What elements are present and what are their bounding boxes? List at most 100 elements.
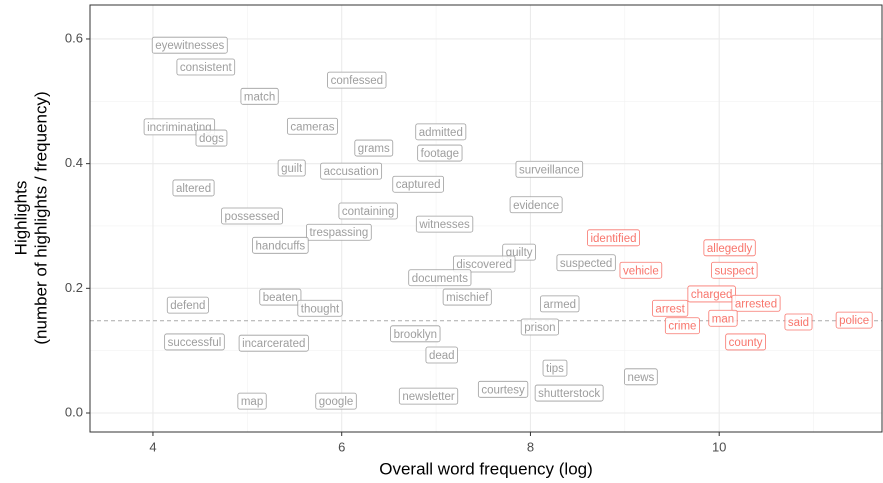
label-text: footage: [421, 148, 459, 160]
word-label: possessed: [221, 207, 283, 225]
label-box: [252, 236, 309, 254]
label-text: match: [244, 91, 275, 103]
label-text: man: [712, 313, 734, 325]
label-text: captured: [396, 179, 441, 191]
word-label: surveillance: [515, 160, 584, 178]
word-label: defend: [166, 296, 209, 314]
y-tick-label: 0.4: [65, 155, 83, 170]
label-box: [452, 255, 516, 273]
label-box: [240, 87, 279, 105]
label-text: county: [729, 337, 763, 349]
label-text: discovered: [456, 259, 512, 271]
x-axis-title: Overall word frequency (log): [379, 459, 593, 478]
word-label: county: [725, 333, 766, 351]
label-box: [306, 223, 372, 241]
word-label: trespassing: [306, 223, 372, 241]
label-text: identified: [590, 233, 636, 245]
label-box: [687, 285, 736, 303]
word-label: man: [708, 309, 738, 327]
label-box: [398, 387, 459, 405]
label-box: [731, 294, 781, 312]
word-label: handcuffs: [252, 236, 309, 254]
label-box: [297, 299, 343, 317]
label-box: [442, 288, 492, 306]
label-text: police: [839, 315, 869, 327]
label-box: [515, 160, 584, 178]
label-text: arrest: [655, 303, 685, 315]
word-label: accusation: [320, 162, 383, 180]
label-box: [415, 215, 474, 233]
label-box: [415, 123, 467, 141]
word-label: courtesy: [477, 380, 529, 398]
word-label: newsletter: [398, 387, 459, 405]
label-box: [315, 392, 357, 410]
label-text: beaten: [263, 292, 298, 304]
word-label: confessed: [327, 71, 387, 89]
label-box: [652, 299, 689, 317]
word-label: arrested: [731, 294, 781, 312]
word-label: identified: [587, 229, 640, 247]
label-box: [166, 296, 209, 314]
label-box: [151, 36, 228, 54]
label-text: cameras: [290, 121, 334, 133]
word-label: documents: [408, 269, 472, 287]
label-text: possessed: [225, 211, 280, 223]
x-tick-label: 10: [712, 439, 726, 454]
label-box: [534, 384, 604, 402]
word-label: guilt: [277, 159, 306, 177]
word-label: cameras: [286, 117, 338, 135]
word-label: captured: [392, 175, 444, 193]
label-box: [624, 368, 658, 386]
word-label: news: [624, 368, 658, 386]
label-box: [587, 229, 640, 247]
word-label: eyewitnesses: [151, 36, 228, 54]
label-text: dead: [429, 350, 455, 362]
word-label: google: [315, 392, 357, 410]
label-box: [238, 334, 309, 352]
y-tick-label: 0.2: [65, 280, 83, 295]
x-tick-label: 8: [527, 439, 534, 454]
word-label: suspected: [556, 254, 616, 272]
word-label: thought: [297, 299, 343, 317]
word-label: suspect: [711, 261, 758, 279]
label-text: said: [788, 317, 809, 329]
label-text: google: [319, 396, 354, 408]
label-box: [320, 162, 383, 180]
label-text: grams: [358, 143, 390, 155]
word-label: grams: [354, 139, 394, 157]
label-text: newsletter: [402, 391, 455, 403]
word-label: tips: [542, 359, 568, 377]
word-label: crime: [664, 317, 700, 335]
label-box: [172, 179, 215, 197]
word-label: armed: [540, 295, 580, 313]
label-box: [327, 71, 387, 89]
word-label: admitted: [415, 123, 467, 141]
label-box: [703, 239, 756, 257]
label-text: altered: [176, 183, 211, 195]
label-box: [477, 380, 529, 398]
label-text: dogs: [199, 133, 224, 145]
label-box: [556, 254, 616, 272]
word-label: shutterstock: [534, 384, 604, 402]
label-box: [176, 58, 236, 76]
label-text: successful: [168, 337, 222, 349]
word-label: footage: [417, 144, 463, 162]
word-label: containing: [338, 202, 398, 220]
word-label: match: [240, 87, 279, 105]
label-text: charged: [691, 289, 733, 301]
label-text: crime: [668, 321, 696, 333]
label-text: incarcerated: [242, 338, 305, 350]
label-text: incriminating: [147, 122, 212, 134]
word-label: allegedly: [703, 239, 756, 257]
label-text: containing: [342, 206, 394, 218]
plot-border: [89, 4, 883, 433]
word-label: consistent: [176, 58, 236, 76]
label-box: [392, 175, 444, 193]
word-label: map: [237, 392, 267, 410]
word-label: arrest: [652, 299, 689, 317]
word-label: evidence: [509, 196, 563, 214]
label-text: armed: [543, 299, 576, 311]
label-text: vehicle: [623, 265, 659, 277]
label-box: [784, 313, 813, 331]
